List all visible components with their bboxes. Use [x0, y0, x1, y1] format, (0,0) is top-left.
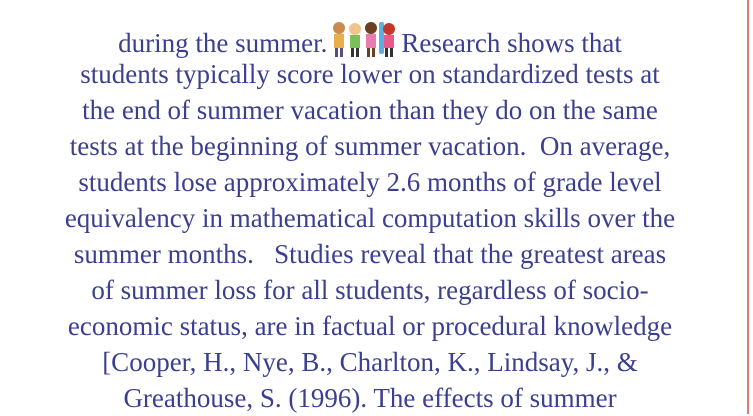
text-line: students typically score lower on standa…: [0, 56, 740, 92]
text-line: tests at the beginning of summer vacatio…: [0, 128, 740, 164]
text-line: students lose approximately 2.6 months o…: [0, 164, 740, 200]
text-line: [Cooper, H., Nye, B., Charlton, K., Lind…: [0, 344, 740, 380]
text-line: equivalency in mathematical computation …: [0, 200, 740, 236]
kids-icon: [331, 20, 397, 58]
text-line: during the summer. Research shows that: [0, 20, 740, 61]
text: during the summer.: [118, 28, 327, 58]
text-line: economic status, are in factual or proce…: [0, 308, 740, 344]
page-border: [747, 0, 749, 414]
text-line: Greathouse, S. (1996). The effects of su…: [0, 380, 740, 416]
text-line: summer months. Studies reveal that the g…: [0, 236, 740, 272]
text: Research shows that: [401, 28, 621, 58]
text-line: the end of summer vacation than they do …: [0, 92, 740, 128]
text-line: of summer loss for all students, regardl…: [0, 272, 740, 308]
page: during the summer. Research shows that s…: [0, 0, 753, 414]
